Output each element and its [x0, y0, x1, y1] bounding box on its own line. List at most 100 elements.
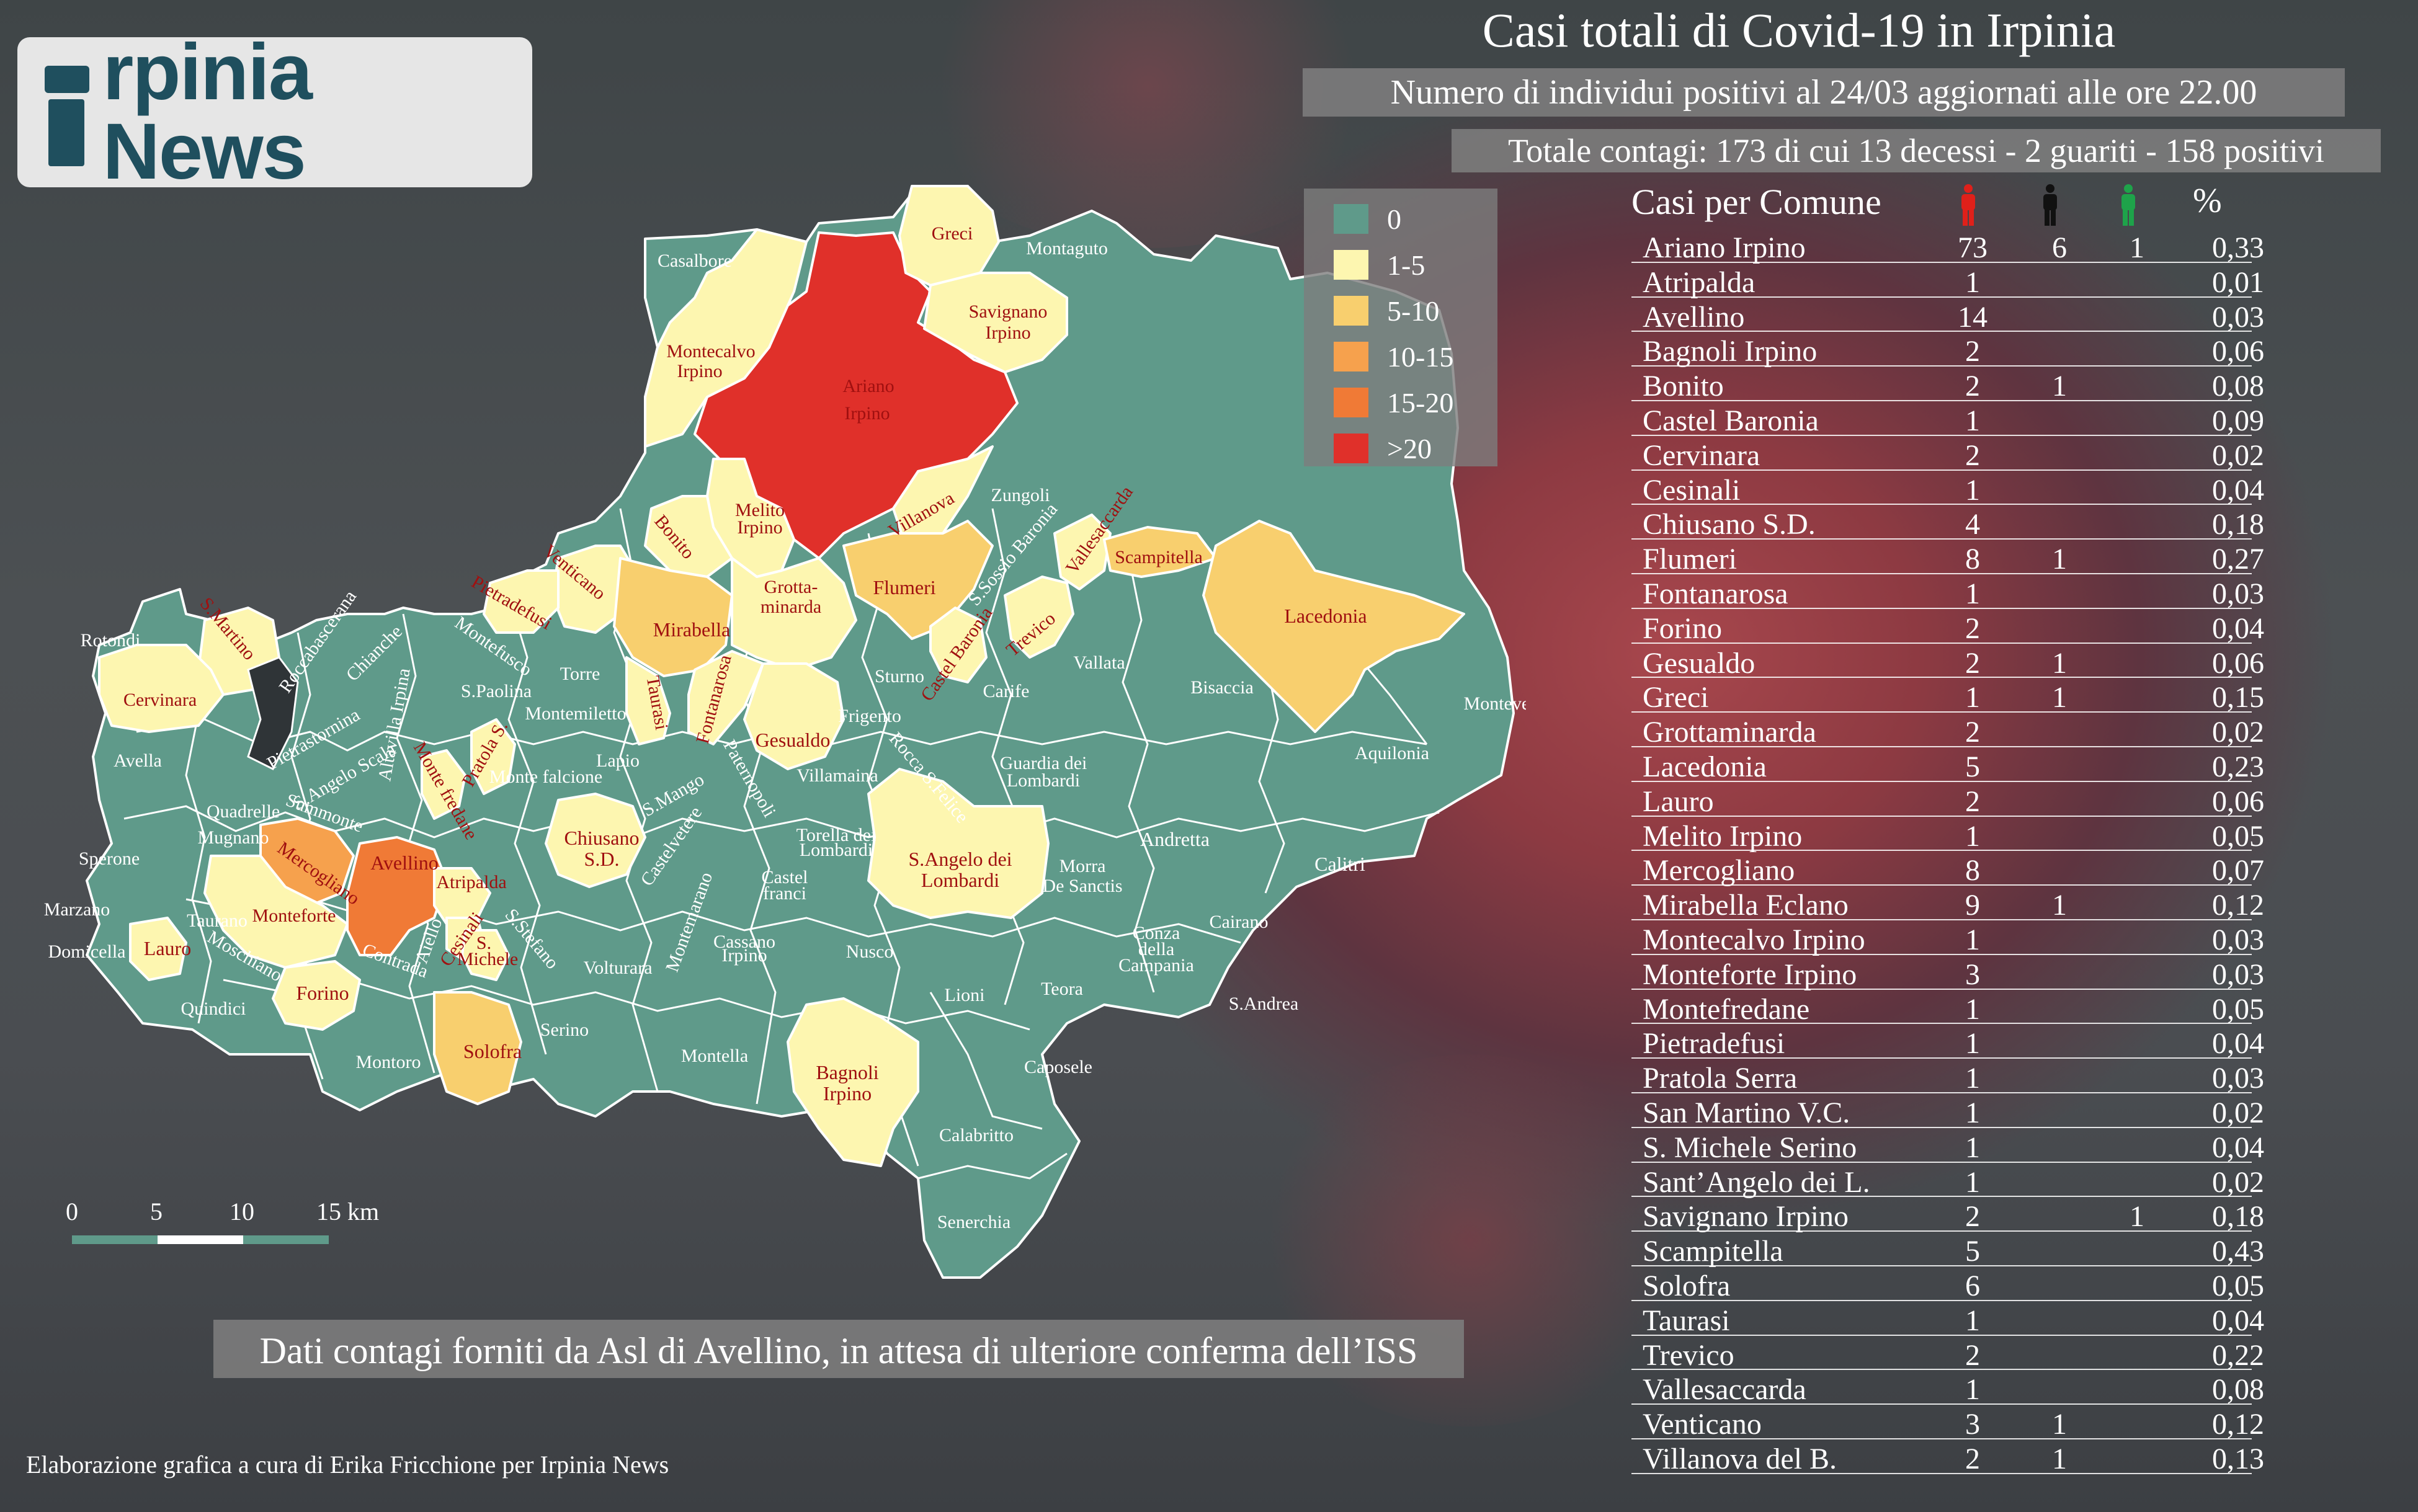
map-label: Senerchia	[937, 1212, 1010, 1232]
comune-name: Venticano	[1643, 1408, 1762, 1441]
table-row: Vallesaccarda 1 0,08	[1631, 1372, 2264, 1407]
legend-item: 10-15	[1334, 340, 1454, 373]
comune-name: Cervinara	[1643, 438, 1760, 472]
percent-value: 0,15	[2212, 681, 2264, 714]
percent-value: 0,03	[2212, 923, 2264, 956]
comune-name: Montefredane	[1643, 992, 1810, 1026]
map-label: Campania	[1118, 955, 1194, 976]
map-label: Serino	[540, 1020, 589, 1040]
positivi-count: 2	[1965, 335, 1980, 368]
region-chiusano	[545, 793, 646, 888]
percent-value: 0,03	[2212, 958, 2264, 991]
region-santangelo	[867, 768, 1050, 919]
percent-value: 0,02	[2212, 716, 2264, 749]
map-label: Greci	[932, 223, 973, 244]
guariti-count: 1	[2130, 231, 2144, 264]
map-label: Flumeri	[873, 576, 935, 598]
map-label: Lombardi	[921, 869, 999, 891]
positivi-count: 2	[1965, 370, 1980, 403]
map-label: Zungoli	[991, 485, 1050, 505]
decessi-count: 1	[2052, 1408, 2067, 1441]
decessi-count: 6	[2052, 231, 2067, 264]
percent-value: 0,04	[2212, 1027, 2264, 1061]
map-label: Mugnano	[198, 827, 269, 848]
table-row: Forino 2 0,04	[1631, 611, 2264, 646]
table-row: Avellino 14 0,03	[1631, 300, 2264, 335]
percent-value: 0,43	[2212, 1235, 2264, 1268]
table-row: San Martino V.C. 1 0,02	[1631, 1096, 2264, 1131]
positivi-count: 4	[1965, 508, 1980, 541]
map-label: Cassano	[713, 932, 775, 952]
scale-bar: 0 5 10 15 km	[62, 1197, 409, 1247]
table-row: Pratola Serra 1 0,03	[1631, 1061, 2264, 1096]
comune-name: Scampitella	[1643, 1235, 1783, 1268]
map-label: Torella dei	[796, 825, 877, 845]
table-row: Montefredane 1 0,05	[1631, 992, 2264, 1027]
legend-label: 5-10	[1387, 295, 1440, 327]
region-taurasi	[625, 656, 671, 745]
map-label: Guardia dei	[1000, 753, 1087, 773]
percent-value: 0,08	[2212, 370, 2264, 403]
region-montecalvo	[644, 228, 808, 448]
map-label: Avellino	[370, 852, 439, 874]
map-label: S.	[476, 933, 491, 953]
positivi-count: 1	[1965, 473, 1980, 507]
map-label: Bagnoli	[816, 1061, 878, 1083]
region-montefredane	[421, 749, 466, 820]
map-label: Irpino	[844, 403, 890, 424]
positivi-count: 1	[1965, 819, 1980, 853]
region-mirabella	[613, 557, 733, 677]
positivi-count: 3	[1965, 958, 1980, 991]
comune-name: Sant’Angelo dei L.	[1643, 1165, 1870, 1199]
percent-value: 0,27	[2212, 543, 2264, 576]
comune-name: Gesualdo	[1643, 646, 1756, 680]
irpinia-map: Casalbore Greci Montaguto Savignano Irpi…	[87, 186, 1526, 1278]
legend-label: >20	[1387, 432, 1432, 465]
table-row: Cervinara 2 0,02	[1631, 438, 2264, 473]
map-label: franci	[763, 883, 806, 904]
percent-value: 0,06	[2212, 785, 2264, 818]
positivi-count: 9	[1965, 889, 1980, 922]
positivi-count: 2	[1965, 1200, 1980, 1234]
percent-value: 0,18	[2212, 508, 2264, 541]
table-row: Chiusano S.D. 4 0,18	[1631, 507, 2264, 542]
positivi-count: 5	[1965, 750, 1980, 783]
region-trevico	[1004, 576, 1074, 659]
map-label: Ariano	[842, 376, 894, 396]
positivi-count: 1	[1965, 404, 1980, 437]
map-label: Montella	[681, 1046, 748, 1066]
legend-swatch	[1334, 434, 1368, 463]
map-label: Lauro	[144, 937, 191, 959]
table-row: Pietradefusi 1 0,04	[1631, 1026, 2264, 1061]
comune-name: Grottaminarda	[1643, 716, 1816, 749]
legend-label: 10-15	[1387, 340, 1454, 373]
map-label: Quindici	[181, 998, 246, 1019]
person-icon-black	[2043, 184, 2057, 226]
percent-value: 0,06	[2212, 335, 2264, 368]
positivi-count: 3	[1965, 1408, 1980, 1441]
map-label: Monteverde	[1464, 693, 1526, 714]
map-label: Cairano	[1210, 912, 1269, 932]
positivi-count: 8	[1965, 854, 1980, 887]
map-label: Andretta	[1140, 828, 1210, 850]
percent-value: 0,03	[2212, 1062, 2264, 1095]
map-label: Taurano	[187, 910, 248, 931]
map-label: Calitri	[1314, 853, 1365, 875]
region-monteforte	[203, 855, 349, 969]
comune-name: Avellino	[1643, 300, 1745, 334]
positivi-count: 2	[1965, 438, 1980, 472]
map-label: Casalbore	[658, 251, 732, 271]
table-row: Villanova del B. 2 1 0,13	[1631, 1442, 2264, 1477]
legend-label: 0	[1387, 203, 1401, 235]
positivi-count: 5	[1965, 1235, 1980, 1268]
map-label: Bisaccia	[1190, 677, 1254, 698]
map-label: Irpino	[721, 945, 767, 966]
map-label: S.Angelo dei	[908, 848, 1012, 870]
table-body: Ariano Irpino 73 6 1 0,33 Atripalda 1 0,01 Avell…	[1631, 231, 2264, 1477]
map-label: Montecalvo	[666, 341, 755, 362]
person-icon-red	[1961, 184, 1975, 226]
legend-item: >20	[1334, 432, 1432, 465]
region-san-michele	[461, 929, 510, 981]
map-label: Irpino	[737, 517, 782, 538]
region-savignano	[923, 272, 1068, 373]
